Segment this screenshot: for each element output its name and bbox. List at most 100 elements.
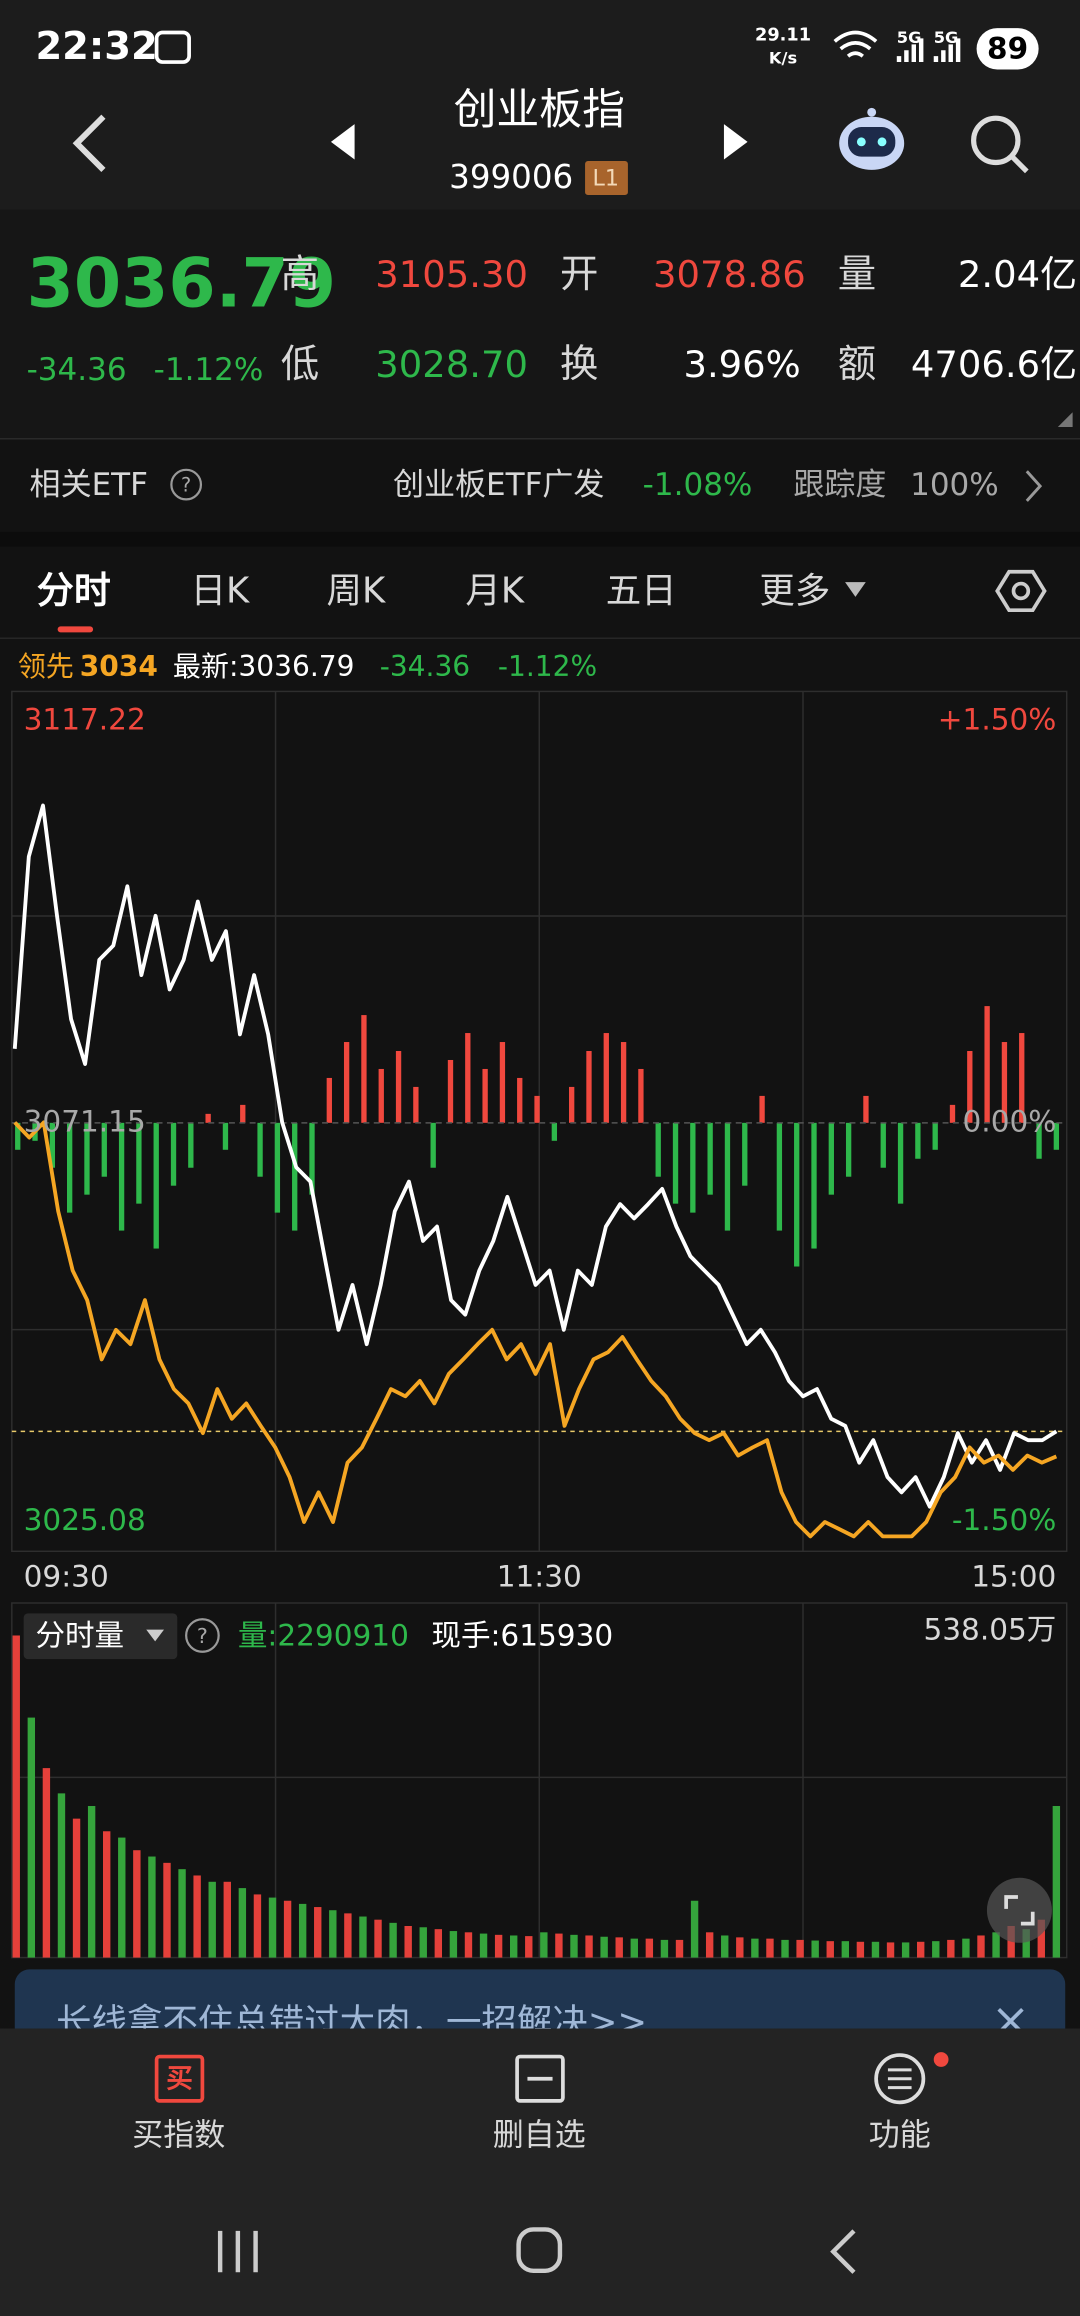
price-line: [12, 803, 1058, 1509]
momentum-bar: [880, 1122, 886, 1168]
momentum-bar: [828, 1122, 834, 1195]
volume-bar: [449, 1931, 458, 1958]
y-max-label: 538.05万: [923, 1613, 1056, 1647]
leader: 3034: [80, 650, 158, 683]
nav-item[interactable]: 买指数: [132, 2117, 225, 2153]
function-icon[interactable]: [874, 2052, 949, 2105]
prev-button[interactable]: [330, 124, 355, 160]
low: 3028.70: [375, 343, 528, 386]
settings-button[interactable]: [995, 569, 1047, 613]
momentum-bar: [170, 1122, 177, 1186]
buy-icon[interactable]: [154, 2054, 205, 2103]
volume-bar: [917, 1941, 925, 1958]
header-bg: [0, 0, 1080, 210]
momentum-bar: [361, 1015, 367, 1123]
nav-item[interactable]: 功能: [869, 2117, 931, 2153]
volume-bar: [962, 1938, 970, 1958]
volume-bar: [479, 1933, 488, 1958]
volume-bar: [72, 1818, 81, 1958]
momentum-bar: [499, 1042, 506, 1123]
volume-bar: [238, 1888, 247, 1958]
help-icon[interactable]: [185, 1618, 220, 1653]
etf-name[interactable]: 创业板ETF广发: [393, 467, 604, 503]
tab[interactable]: 更多: [759, 570, 830, 611]
label: 高: [281, 252, 319, 297]
volume-selector[interactable]: [23, 1613, 178, 1660]
system-back[interactable]: [830, 2229, 856, 2274]
volume-bar: [947, 1939, 955, 1958]
momentum-bar: [309, 1122, 315, 1195]
change-pct: -1.12%: [498, 650, 597, 683]
momentum-bar: [811, 1122, 817, 1249]
dropdown-arrow: [146, 1629, 164, 1642]
momentum-bar: [188, 1122, 194, 1168]
volume-bar: [163, 1862, 171, 1958]
pct-tick-label: -1.50%: [952, 1503, 1056, 1537]
chart-frame: [11, 690, 1068, 1959]
help-icon[interactable]: [170, 468, 203, 501]
current-hand: 现手:615930: [431, 1618, 613, 1652]
tab[interactable]: 周K: [327, 570, 386, 611]
volume-bar: [977, 1935, 985, 1958]
battery-level: 89: [987, 32, 1028, 66]
search-button[interactable]: [971, 115, 1029, 174]
volume-bar: [585, 1935, 593, 1958]
momentum-bar: [1036, 1122, 1042, 1159]
volume-total: 量:2290910: [238, 1618, 409, 1652]
home[interactable]: [516, 2227, 563, 2274]
volume-bar: [359, 1916, 367, 1958]
label: 低: [281, 342, 319, 387]
volume-bar: [901, 1942, 910, 1958]
net-unit: K/s: [769, 49, 797, 68]
tab-indicator: [57, 626, 94, 633]
momentum-bar: [153, 1122, 159, 1249]
tab[interactable]: 月K: [465, 570, 524, 611]
volume-bar: [525, 1936, 533, 1958]
volume-bar: [660, 1939, 669, 1958]
nav-item[interactable]: 删自选: [493, 2117, 586, 2153]
remove-icon[interactable]: [515, 2054, 565, 2103]
tracking-label: 跟踪度: [793, 467, 886, 503]
tab[interactable]: 日K: [191, 570, 250, 611]
momentum-bar: [984, 1006, 990, 1123]
volume-bar: [811, 1940, 819, 1958]
network: 5G: [897, 28, 922, 47]
volume-bar: [570, 1934, 578, 1958]
volume-bar: [1022, 1929, 1030, 1958]
change: -34.36: [380, 650, 470, 683]
momentum-bar: [845, 1122, 852, 1177]
momentum-bar: [326, 1077, 332, 1123]
volume-bar: [615, 1937, 623, 1958]
change: -34.36: [27, 352, 127, 388]
volume-bar: [12, 1635, 20, 1958]
buy-icon-text: 买: [166, 2064, 193, 2095]
tab[interactable]: 分时: [37, 569, 111, 612]
volume-bar: [314, 1907, 322, 1958]
change-pct: -1.12%: [154, 352, 264, 388]
assistant-icon[interactable]: [839, 107, 905, 170]
y-tick-label: 3071.15: [24, 1104, 146, 1138]
amount: 4706.6亿: [911, 343, 1077, 386]
volume-bar: [932, 1941, 940, 1958]
next-button[interactable]: [723, 124, 748, 160]
volume-bar: [268, 1897, 277, 1958]
tab[interactable]: 五日: [606, 570, 677, 611]
y-tick-label: 3117.22: [24, 702, 146, 736]
dropdown-arrow: [845, 582, 866, 597]
volume-bar: [298, 1903, 307, 1958]
momentum-bar: [776, 1122, 783, 1231]
momentum-bar: [724, 1122, 731, 1231]
volume-bar: [600, 1936, 608, 1958]
volume-bar: [690, 1900, 699, 1958]
chevron: [1025, 470, 1043, 502]
x-tick-label: 11:30: [497, 1559, 582, 1593]
back-button[interactable]: [72, 114, 106, 172]
label: 开: [560, 252, 598, 297]
leader-label: 领先: [18, 650, 74, 683]
expand-button[interactable]: [986, 1877, 1052, 1943]
momentum-bar: [343, 1042, 350, 1123]
recent-apps[interactable]: [217, 2230, 258, 2273]
volume-bar: [856, 1941, 865, 1958]
